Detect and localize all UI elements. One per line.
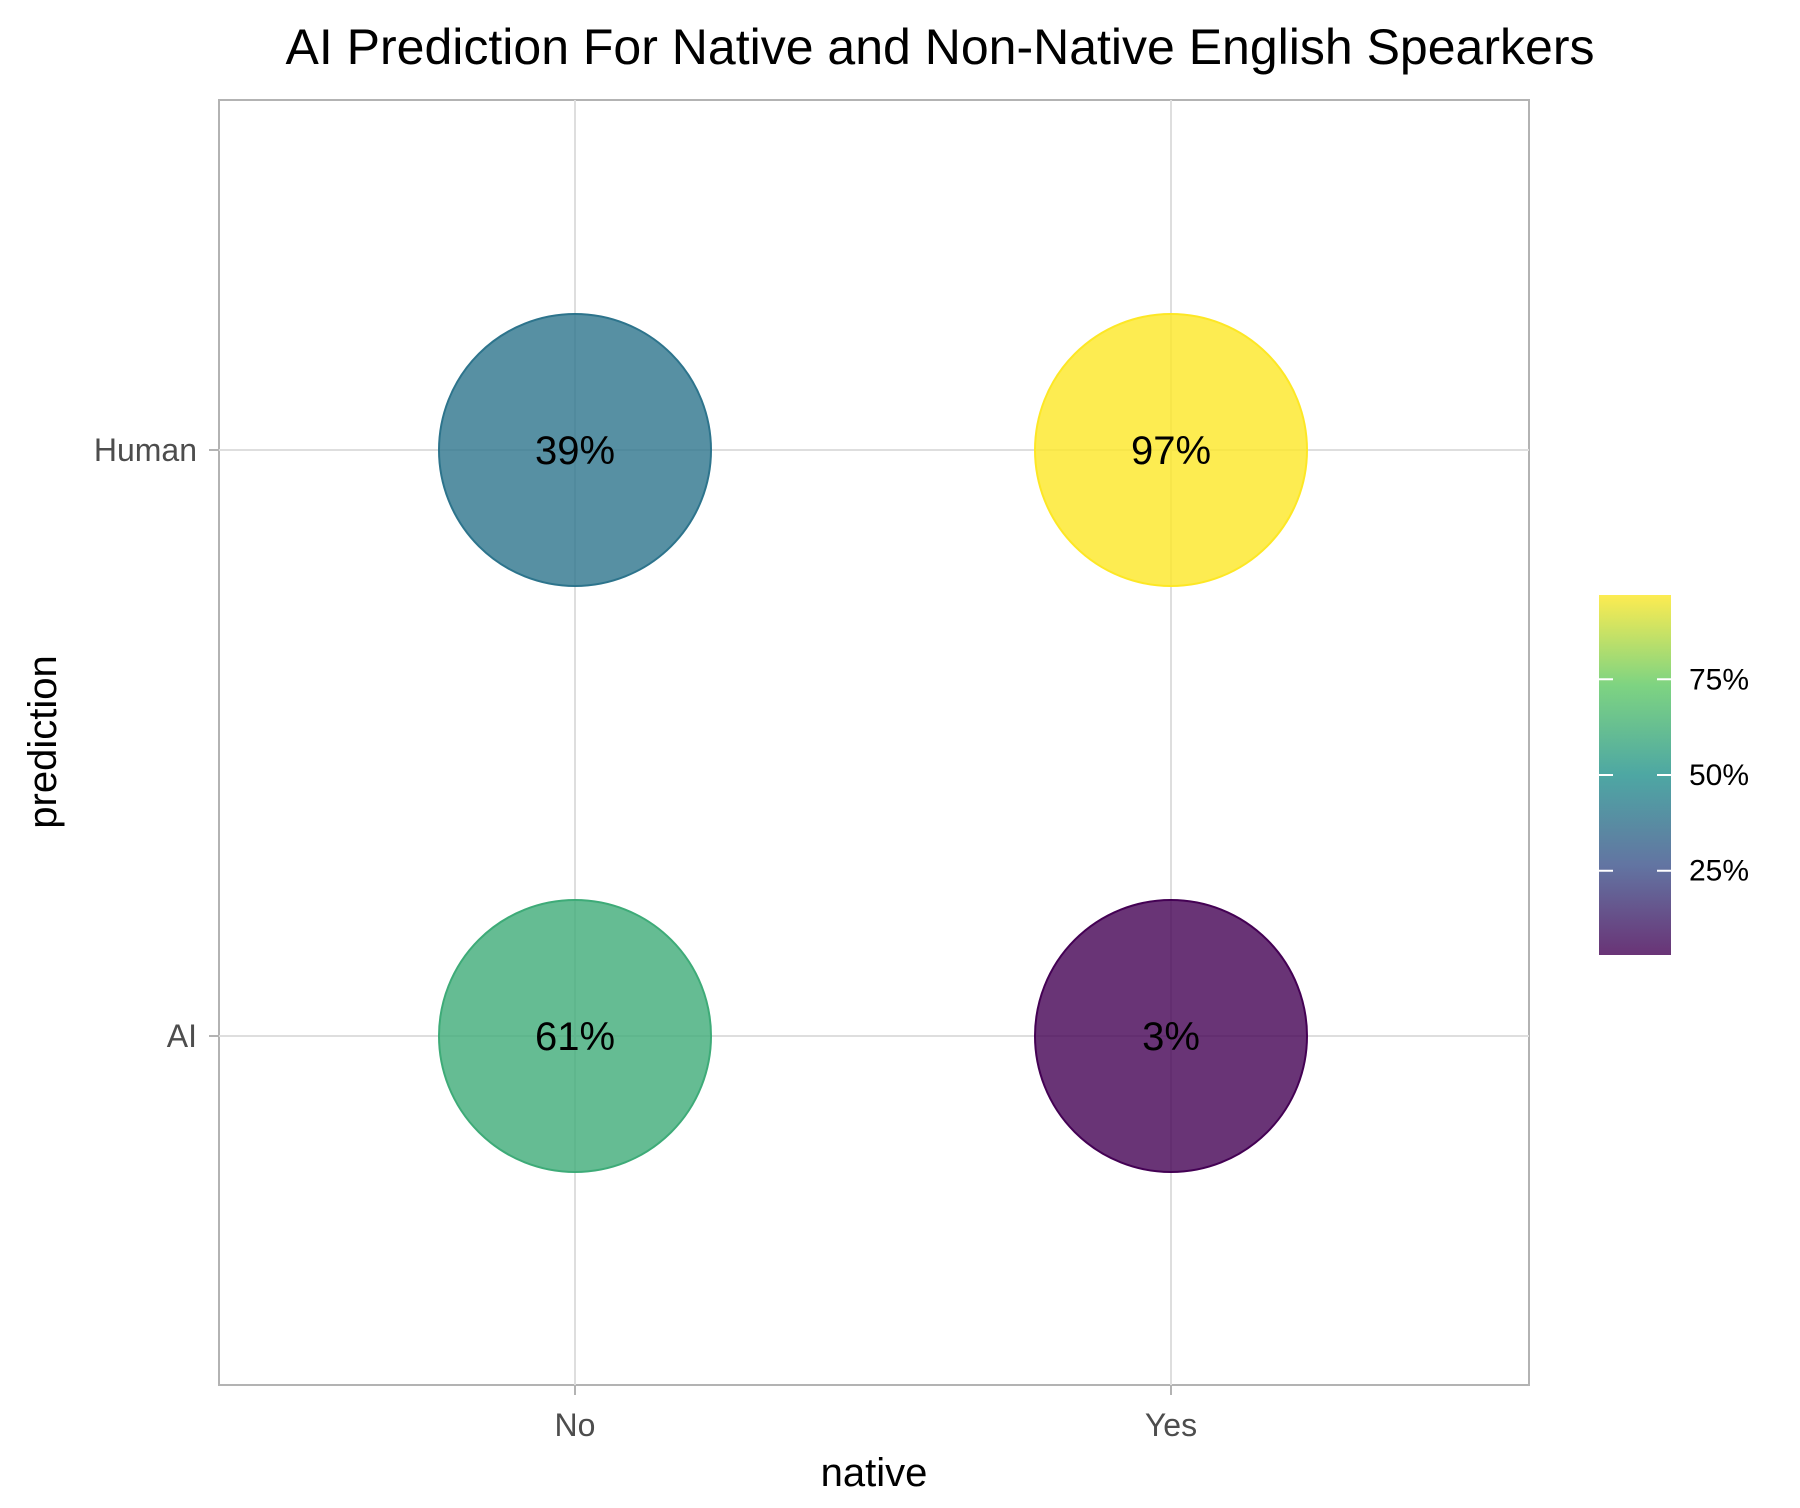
data-points <box>438 313 1308 1173</box>
point-label-no-ai: 61% <box>535 1015 615 1059</box>
colorbar-legend: 25% 50% 75% <box>1599 595 1749 955</box>
point-label-yes-ai: 3% <box>1142 1015 1200 1059</box>
colorbar-tick-label-50: 50% <box>1689 759 1749 792</box>
point-yes-ai <box>1034 899 1308 1173</box>
y-axis-ticks <box>209 449 219 1037</box>
point-label-no-human: 39% <box>535 429 615 473</box>
point-no-ai <box>438 899 712 1173</box>
colorbar-tick-label-75: 75% <box>1689 663 1749 696</box>
colorbar-tick-labels: 25% 50% 75% <box>1689 663 1749 887</box>
point-yes-human <box>1034 313 1308 587</box>
y-axis-title: prediction <box>21 655 65 828</box>
data-point-labels: 39% 97% 61% 3% <box>535 429 1211 1059</box>
plot-panel <box>218 99 1530 1386</box>
x-axis-ticks <box>574 1385 1172 1395</box>
y-axis-tick-labels: AI Human <box>94 432 197 1054</box>
x-axis-tick-labels: No Yes <box>555 1407 1198 1443</box>
y-tick-label-ai: AI <box>167 1018 197 1054</box>
colorbar-tick-label-25: 25% <box>1689 855 1749 888</box>
chart-title: AI Prediction For Native and Non-Native … <box>286 19 1595 75</box>
x-axis-title: native <box>821 1451 928 1495</box>
point-label-yes-human: 97% <box>1131 429 1211 473</box>
point-no-human <box>438 313 712 587</box>
x-tick-label-no: No <box>555 1407 596 1443</box>
y-tick-label-human: Human <box>94 432 197 468</box>
x-tick-label-yes: Yes <box>1145 1407 1197 1443</box>
colorbar-ticks <box>1599 678 1671 872</box>
